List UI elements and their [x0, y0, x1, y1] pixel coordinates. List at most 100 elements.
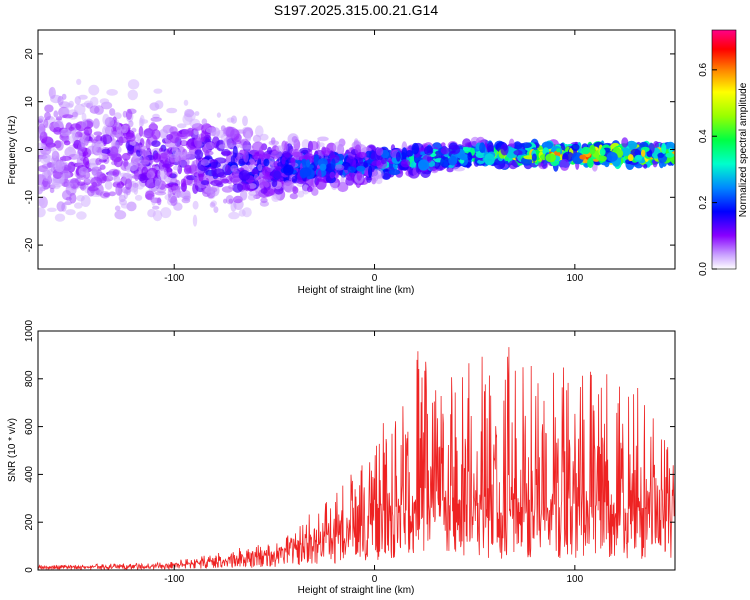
colorbar-ticks: 0.0 0.2 0.4 0.6 [698, 62, 717, 276]
spectrogram-blob [133, 134, 141, 142]
spectrogram-blob [319, 163, 327, 171]
spectrogram-blob [105, 125, 113, 134]
spectrogram-blob [152, 205, 160, 210]
spectrogram-blob [271, 150, 283, 158]
spectrogram-blob [151, 140, 161, 148]
spectrogram-blob [231, 139, 242, 145]
spectrogram-blob [240, 138, 249, 147]
spectrogram-blob [281, 156, 286, 165]
spectrogram-blob [151, 196, 156, 206]
spectrogram-blob [123, 161, 129, 167]
spectrogram-blob [63, 140, 71, 146]
spectrogram-blob [289, 193, 298, 200]
spectrogram-blob [459, 153, 469, 161]
spectrogram-blob [128, 120, 134, 128]
spectrogram-blob [173, 191, 182, 198]
spectrogram-blob [513, 149, 523, 156]
spectrogram-blob [311, 187, 319, 196]
spectrogram-blob [340, 175, 345, 187]
spectrogram-blob [127, 79, 140, 90]
spectrogram-blob [247, 194, 257, 201]
spectrogram-blob [301, 139, 310, 150]
spectrogram-blob [181, 128, 194, 137]
spectrogram-blob [252, 153, 264, 160]
spectrogram-blob [38, 183, 44, 193]
spectrogram-blob [153, 88, 163, 94]
spectrogram-blob [220, 125, 226, 132]
spectrogram-blob [157, 197, 162, 206]
spectrogram-blob [93, 131, 103, 136]
spectrogram-blob [242, 126, 253, 133]
spectrogram-blob [337, 181, 349, 193]
spectrogram-blob [194, 149, 204, 160]
colorbar-tick-label: 0.6 [698, 62, 709, 76]
spectrogram-blob [299, 147, 311, 154]
spectrogram-blob [46, 137, 54, 150]
spectrogram-blob [171, 184, 177, 196]
spectrogram-blob [493, 157, 506, 170]
spectrogram-blob [154, 178, 162, 189]
spectrogram-blob [216, 112, 221, 118]
spectrogram-blob [252, 134, 262, 143]
spectrogram-blob [114, 210, 127, 220]
spectrogram-blob [329, 171, 335, 179]
spectrogram-blob [76, 211, 87, 220]
spectrogram-blob [479, 142, 486, 154]
spectrogram-blob [292, 185, 297, 192]
spectrogram-blob [95, 140, 104, 147]
spectrogram-blob [443, 161, 449, 167]
spectrogram-blob [290, 156, 296, 168]
spectrogram-blob [230, 164, 238, 172]
spectrogram-blob [52, 148, 58, 159]
spectrogram-blob [606, 151, 618, 162]
spectrogram-blob [150, 121, 156, 127]
spectrogram-blob [440, 147, 450, 155]
colorbar-gradient [712, 30, 736, 269]
colorbar-label: Normalized spectral amplitude [738, 82, 749, 217]
spectrogram-blob [251, 168, 259, 176]
spectrogram-blob [615, 149, 624, 158]
spectrogram-blob [83, 126, 93, 136]
x-tick-label: 100 [566, 273, 583, 284]
spectrogram-blob [232, 183, 244, 193]
spectrogram-blob [222, 137, 233, 149]
x-tick-label: -100 [164, 273, 184, 284]
spectrogram-blob [531, 153, 537, 162]
spectrogram-blob [152, 210, 163, 222]
colorbar: 0.0 0.2 0.4 0.6 Normalized spectral amplitu… [698, 29, 749, 276]
spectrogram-blob [225, 195, 234, 205]
spectrogram-blob [99, 164, 106, 170]
spectrogram-blob [541, 141, 554, 150]
snr-series-line [38, 347, 675, 570]
spectrogram-blob [486, 141, 494, 152]
spectrogram-blob [470, 147, 475, 156]
spectrogram-blob [128, 161, 138, 172]
spectrogram-blob [220, 178, 230, 184]
y-tick-label: 600 [24, 418, 35, 435]
spectrogram-blob [317, 169, 322, 182]
spectrogram-blob [38, 116, 44, 121]
spectrogram-blob [141, 156, 150, 166]
spectrogram-blob [53, 110, 59, 118]
spectrogram-blob [78, 166, 89, 176]
spectrogram-blob [140, 119, 149, 124]
spectrogram-blob [545, 153, 557, 163]
spectrogram-blob [43, 118, 49, 128]
spectrogram-blob [559, 158, 570, 171]
spectrogram-y-label: Frequency (Hz) [7, 116, 18, 185]
spectrogram-blob [395, 151, 401, 162]
y-tick-label: -10 [24, 190, 35, 205]
spectrogram-blob [53, 126, 63, 135]
spectrogram-blob [462, 138, 472, 149]
spectrogram-x-label: Height of straight line (km) [298, 285, 415, 296]
spectrogram-blob [508, 160, 518, 170]
spectrogram-blob [183, 99, 189, 106]
spectrogram-blob [321, 147, 331, 157]
spectrogram-blob [192, 183, 199, 194]
spectrogram-blob [95, 157, 102, 166]
spectrogram-blob [53, 118, 64, 131]
spectrogram-blob [146, 170, 155, 179]
spectrogram-blob [372, 168, 384, 179]
spectrogram-blob [263, 158, 270, 167]
